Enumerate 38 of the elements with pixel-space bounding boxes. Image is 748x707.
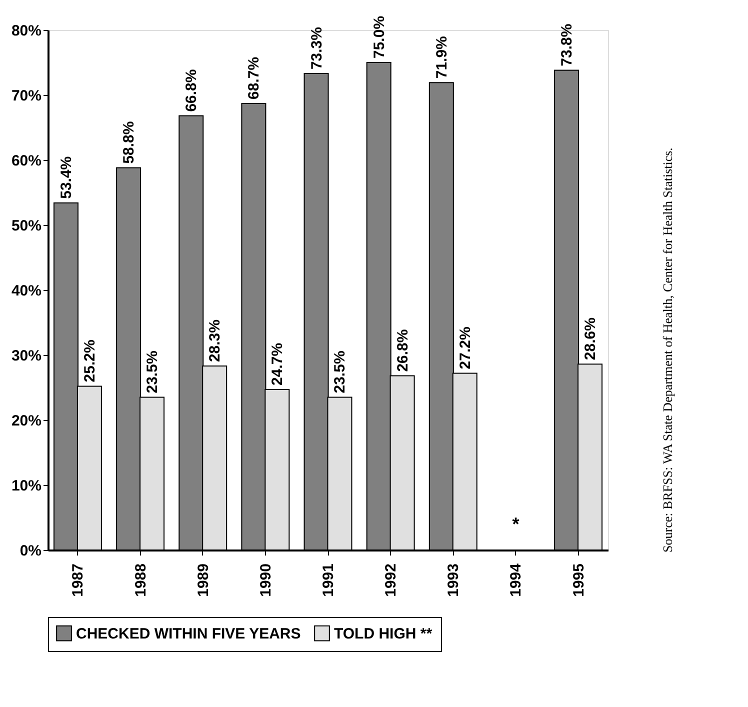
y-tick-label: 80% [11, 22, 42, 40]
annotation: * [512, 514, 520, 534]
y-tick-label: 20% [11, 412, 42, 430]
source-note: Source: BRFSS: WA State Department of Health, Center for Health Statistics. [660, 148, 675, 552]
x-tick-label: 1987 [70, 564, 87, 597]
y-tick-label: 60% [11, 152, 42, 170]
data-label: 23.5% [332, 350, 349, 394]
x-tick-label: 1994 [508, 562, 525, 597]
y-tick-label: 30% [11, 348, 42, 364]
data-label: 75.0% [370, 16, 388, 58]
y-tick-label: 10% [11, 478, 42, 494]
x-tick-label: 1988 [132, 564, 150, 597]
data-label: 27.2% [456, 326, 474, 370]
legend-label: TOLD HIGH ** [334, 625, 432, 642]
data-label: 28.6% [582, 318, 600, 360]
x-tick-label: 1992 [382, 564, 400, 597]
x-tick-label: 1993 [445, 564, 462, 597]
data-label: 66.8% [183, 69, 200, 112]
y-tick-label: 50% [11, 218, 42, 234]
data-label: 73.3% [308, 27, 326, 70]
data-label: 73.8% [558, 24, 576, 66]
x-tick-label: 1990 [257, 564, 274, 597]
y-tick-label: 40% [11, 282, 42, 300]
y-tick-label: 0% [20, 542, 42, 560]
data-label: 68.7% [246, 56, 263, 100]
data-label: 24.7% [269, 342, 286, 386]
data-label: 53.4% [58, 156, 75, 199]
legend-label: CHECKED WITHIN FIVE YEARS [76, 625, 301, 642]
x-tick-label: 1989 [194, 564, 212, 597]
data-label: 23.5% [144, 350, 162, 394]
data-label: 28.3% [206, 320, 224, 362]
x-tick-label: 1995 [570, 564, 588, 597]
y-tick-label: 70% [11, 88, 42, 104]
data-label: 71.9% [433, 36, 450, 79]
data-label: 25.2% [81, 340, 98, 382]
data-label: 58.8% [120, 121, 138, 164]
x-tick-label: 1991 [320, 564, 337, 597]
data-label: 26.8% [394, 329, 412, 372]
